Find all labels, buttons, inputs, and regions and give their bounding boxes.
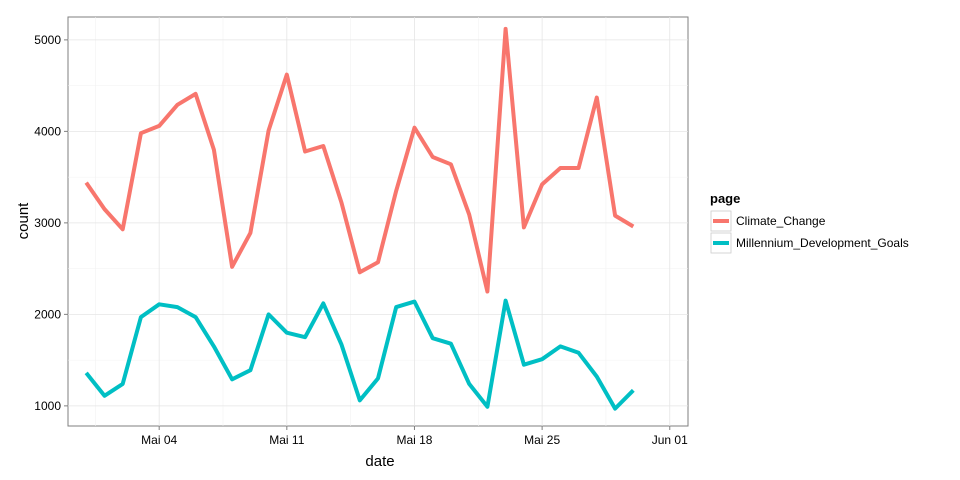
x-tick-label: Mai 18 [396,433,432,447]
x-tick-label: Mai 11 [269,433,304,447]
series-line-climate-change [84,26,635,294]
series-line-millennium-development-goals [84,298,635,411]
y-tick-label: 2000 [34,307,61,321]
x-tick-label: Mai 04 [141,433,177,447]
legend-label-millennium-development-goals: Millennium_Development_Goals [736,236,909,250]
legend-title: page [710,191,740,206]
legend: page Climate_Change Millennium_Developme… [710,191,909,254]
y-tick-label: 4000 [34,124,61,138]
x-tick-label: Jun 01 [652,433,688,447]
legend-label-climate-change: Climate_Change [736,214,826,228]
y-tick-label: 5000 [34,33,61,47]
y-tick-label: 1000 [34,399,61,413]
y-axis-title: count [15,202,32,240]
x-tick-label: Mai 25 [524,433,560,447]
plot-panel [67,16,689,427]
series-lines [84,26,635,411]
grid-lines [68,17,688,426]
x-axis-title: date [365,453,394,470]
axes: 1000 2000 3000 4000 5000 Mai 04 Mai 11 Mai 18 Ma… [34,33,688,447]
y-tick-label: 3000 [34,216,61,230]
